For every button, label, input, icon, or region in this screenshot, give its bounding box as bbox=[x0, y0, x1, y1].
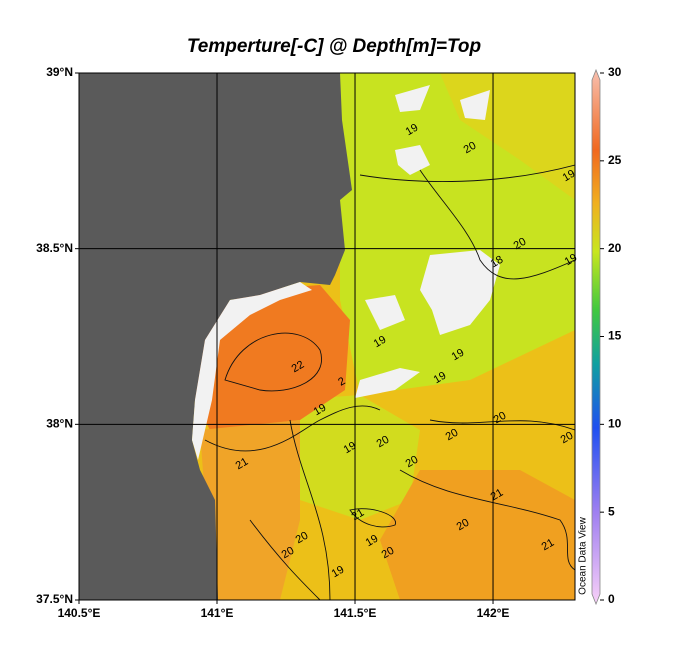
contour-label: 20 bbox=[294, 530, 311, 547]
contour-label: 20 bbox=[444, 427, 461, 444]
no-data bbox=[355, 368, 420, 398]
colorbar-tick-label: 20 bbox=[608, 241, 622, 255]
contour-label: 20 bbox=[375, 434, 392, 451]
y-tick-label: 38.5°N bbox=[36, 241, 73, 255]
contour-label: 19 bbox=[563, 252, 580, 269]
land bbox=[79, 73, 352, 600]
grid bbox=[79, 73, 575, 600]
contour-label: 22 bbox=[290, 359, 307, 376]
contour-line bbox=[359, 164, 575, 183]
contour-line bbox=[289, 419, 331, 600]
contour-label: 18 bbox=[489, 254, 506, 271]
contour-label: 19 bbox=[432, 370, 449, 387]
map-title: Temperture[-C] @ Depth[m]=Top bbox=[187, 36, 481, 57]
contour-label: 21 bbox=[350, 507, 367, 524]
watermark: Ocean Data View bbox=[578, 516, 589, 594]
colorbar bbox=[591, 68, 601, 606]
contour-label: 21 bbox=[489, 487, 506, 504]
contour-label: 19 bbox=[450, 347, 467, 364]
contour-label: 19 bbox=[404, 122, 421, 139]
map-frame bbox=[78, 72, 576, 601]
x-tick-label: 141°E bbox=[201, 606, 234, 620]
contour-label: 20 bbox=[455, 517, 472, 534]
contour-line bbox=[204, 405, 381, 452]
y-tick-label: 37.5°N bbox=[36, 592, 73, 606]
contour-label: 20 bbox=[404, 454, 421, 471]
x-tick-label: 142°E bbox=[477, 606, 510, 620]
contour-label: 19 bbox=[330, 564, 347, 581]
contour-label: 20 bbox=[462, 140, 479, 157]
contour-label: 20 bbox=[280, 545, 297, 562]
colorbar-tick-label: 5 bbox=[608, 504, 615, 518]
no-data bbox=[365, 295, 405, 330]
no-data bbox=[192, 282, 312, 460]
colorbar-tick-label: 10 bbox=[608, 417, 622, 431]
y-tick-label: 39°N bbox=[46, 65, 73, 79]
contour-label: 19 bbox=[561, 168, 578, 185]
contour-line bbox=[224, 332, 322, 392]
map-body bbox=[79, 73, 575, 600]
contour-line bbox=[249, 519, 321, 600]
contour-label: 19 bbox=[364, 533, 381, 550]
colorbar-tick-label: 30 bbox=[608, 65, 622, 79]
contour-label: 19 bbox=[312, 402, 329, 419]
ocean-warm bbox=[380, 470, 575, 600]
x-tick-label: 140.5°E bbox=[58, 606, 101, 620]
contour-label: 20 bbox=[492, 410, 509, 427]
contour-line bbox=[399, 469, 575, 571]
contour-label: 19 bbox=[342, 440, 359, 457]
contour-line bbox=[419, 169, 575, 280]
no-data bbox=[395, 145, 430, 175]
colorbar-tick-label: 0 bbox=[608, 592, 615, 606]
y-tick-label: 38°N bbox=[46, 417, 73, 431]
no-data bbox=[420, 250, 500, 335]
contour-label: 19 bbox=[372, 334, 389, 351]
contour-label: 2 bbox=[336, 375, 347, 388]
contour-label: 20 bbox=[380, 545, 397, 562]
x-tick-label: 141.5°E bbox=[334, 606, 377, 620]
no-data bbox=[395, 85, 430, 112]
contour-label: 21 bbox=[234, 456, 251, 473]
contour-label: 21 bbox=[540, 537, 557, 554]
contour-label: 20 bbox=[512, 236, 529, 253]
ocean-warm bbox=[200, 420, 300, 600]
contour-line bbox=[349, 508, 396, 528]
contour-label: 20 bbox=[559, 430, 576, 447]
colorbar-tick-label: 15 bbox=[608, 329, 622, 343]
no-data bbox=[460, 90, 490, 120]
colorbar-tick-label: 25 bbox=[608, 153, 622, 167]
